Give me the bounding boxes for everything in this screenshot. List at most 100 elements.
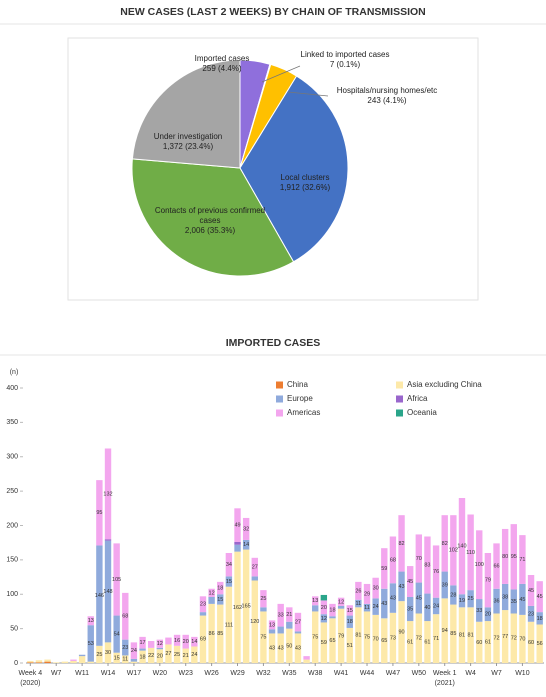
data-label: 65: [329, 638, 335, 644]
data-label: 39: [442, 582, 448, 588]
bar-segment: [294, 612, 302, 632]
data-label: 146: [95, 593, 104, 599]
legend-label: Africa: [407, 394, 428, 403]
data-label: 49: [234, 523, 240, 529]
data-label: 15: [114, 655, 120, 661]
data-label: 23: [200, 602, 206, 608]
slice-label: Under investigation 1,372 (23.4%): [138, 132, 238, 152]
bar-segment: [96, 645, 103, 663]
bar-segment: [398, 571, 405, 602]
data-label: 90: [398, 630, 404, 636]
data-label: 11: [122, 657, 128, 663]
data-label: 76: [433, 569, 439, 575]
bar-segment: [35, 660, 43, 663]
bar-segment: [476, 599, 483, 622]
bar-segment: [286, 607, 293, 622]
bar-segment: [355, 599, 362, 608]
legend-label: Asia excluding China: [407, 380, 482, 389]
x-tick-label: W23: [179, 670, 194, 677]
bar-segment: [147, 647, 155, 663]
bar-segment: [87, 661, 94, 663]
slice-name: Linked to imported cases: [300, 50, 390, 59]
bar-segment: [320, 614, 328, 623]
bar-segment: [406, 566, 414, 597]
data-label: 51: [347, 643, 353, 649]
data-label: 18: [537, 616, 543, 622]
leader-line: [287, 91, 329, 97]
data-label: 34: [226, 562, 232, 568]
data-label: 65: [381, 638, 387, 644]
bar-segment: [484, 553, 492, 608]
data-label: 15: [226, 579, 232, 585]
data-label: 15: [347, 608, 353, 614]
data-label: 43: [278, 646, 284, 652]
data-label: 35: [407, 606, 413, 612]
slice-label: Hospitals/nursing homes/etc 243 (4.1%): [322, 86, 452, 106]
slice-value: 1,912 (32.6%): [279, 183, 331, 192]
bar-segment: [277, 626, 284, 634]
y-axis-title: (n): [10, 369, 19, 376]
data-label: 12: [157, 641, 163, 647]
slice-value: 259 (4.4%): [202, 64, 242, 73]
bar-segment: [450, 515, 457, 586]
x-tick-label: W17: [127, 670, 142, 677]
data-label: 71: [519, 557, 525, 563]
bar-segment: [337, 608, 345, 663]
data-label: 68: [390, 557, 396, 563]
data-label: 45: [519, 597, 525, 603]
bar-segment: [122, 655, 129, 663]
bar-segment: [27, 660, 34, 663]
data-label: 70: [519, 636, 525, 642]
data-label: 70: [416, 556, 422, 562]
data-label: 25: [174, 652, 180, 658]
bar-segment: [346, 627, 353, 663]
data-label: 120: [250, 619, 259, 625]
slice-label: Contacts of previous confirmed cases 2,00…: [148, 206, 272, 236]
x-tick-label: W32: [256, 670, 271, 677]
data-label: 21: [286, 612, 292, 618]
data-label: 69: [200, 637, 206, 643]
legend-swatch: [396, 409, 403, 417]
bar-segment: [286, 621, 293, 629]
data-label: 43: [381, 601, 387, 607]
bar-segment: [104, 539, 112, 541]
data-label: 80: [502, 554, 508, 560]
x-tick-label: W47: [386, 670, 401, 677]
bar-segment: [312, 596, 319, 606]
bar-segment: [217, 594, 224, 605]
bar-segment: [519, 583, 526, 615]
bar-segment: [406, 621, 414, 663]
data-label: 11: [364, 605, 370, 611]
y-tick-label: 200: [6, 522, 18, 529]
y-tick-label: 150: [6, 557, 18, 564]
data-label: 18: [347, 619, 353, 625]
bar-segment: [122, 639, 129, 656]
data-label: 24: [131, 648, 137, 654]
bar-segment: [458, 607, 466, 663]
bar-segment: [467, 514, 474, 591]
bar-segment: [476, 530, 483, 600]
data-label: 43: [398, 584, 404, 590]
bar-segment: [303, 659, 310, 663]
bar-segment: [346, 605, 353, 616]
bar-segment: [519, 614, 526, 663]
data-label: 21: [183, 653, 189, 659]
slice-value: 243 (4.1%): [367, 96, 407, 105]
data-label: 43: [269, 646, 275, 652]
bar-segment: [372, 598, 379, 615]
legend-swatch: [396, 395, 403, 403]
legend-label: China: [287, 380, 308, 389]
bar-segment: [441, 515, 448, 572]
bar-segment: [44, 661, 51, 663]
data-label: 14: [243, 542, 249, 548]
data-label: 24: [433, 603, 439, 609]
data-label: 61: [424, 639, 430, 645]
legend-label: Americas: [287, 408, 320, 417]
data-label: 95: [96, 510, 102, 516]
bar-segment: [329, 603, 336, 617]
data-label: 140: [457, 544, 466, 550]
x-tick-label: W7: [51, 670, 62, 677]
bar-segment: [424, 593, 431, 622]
